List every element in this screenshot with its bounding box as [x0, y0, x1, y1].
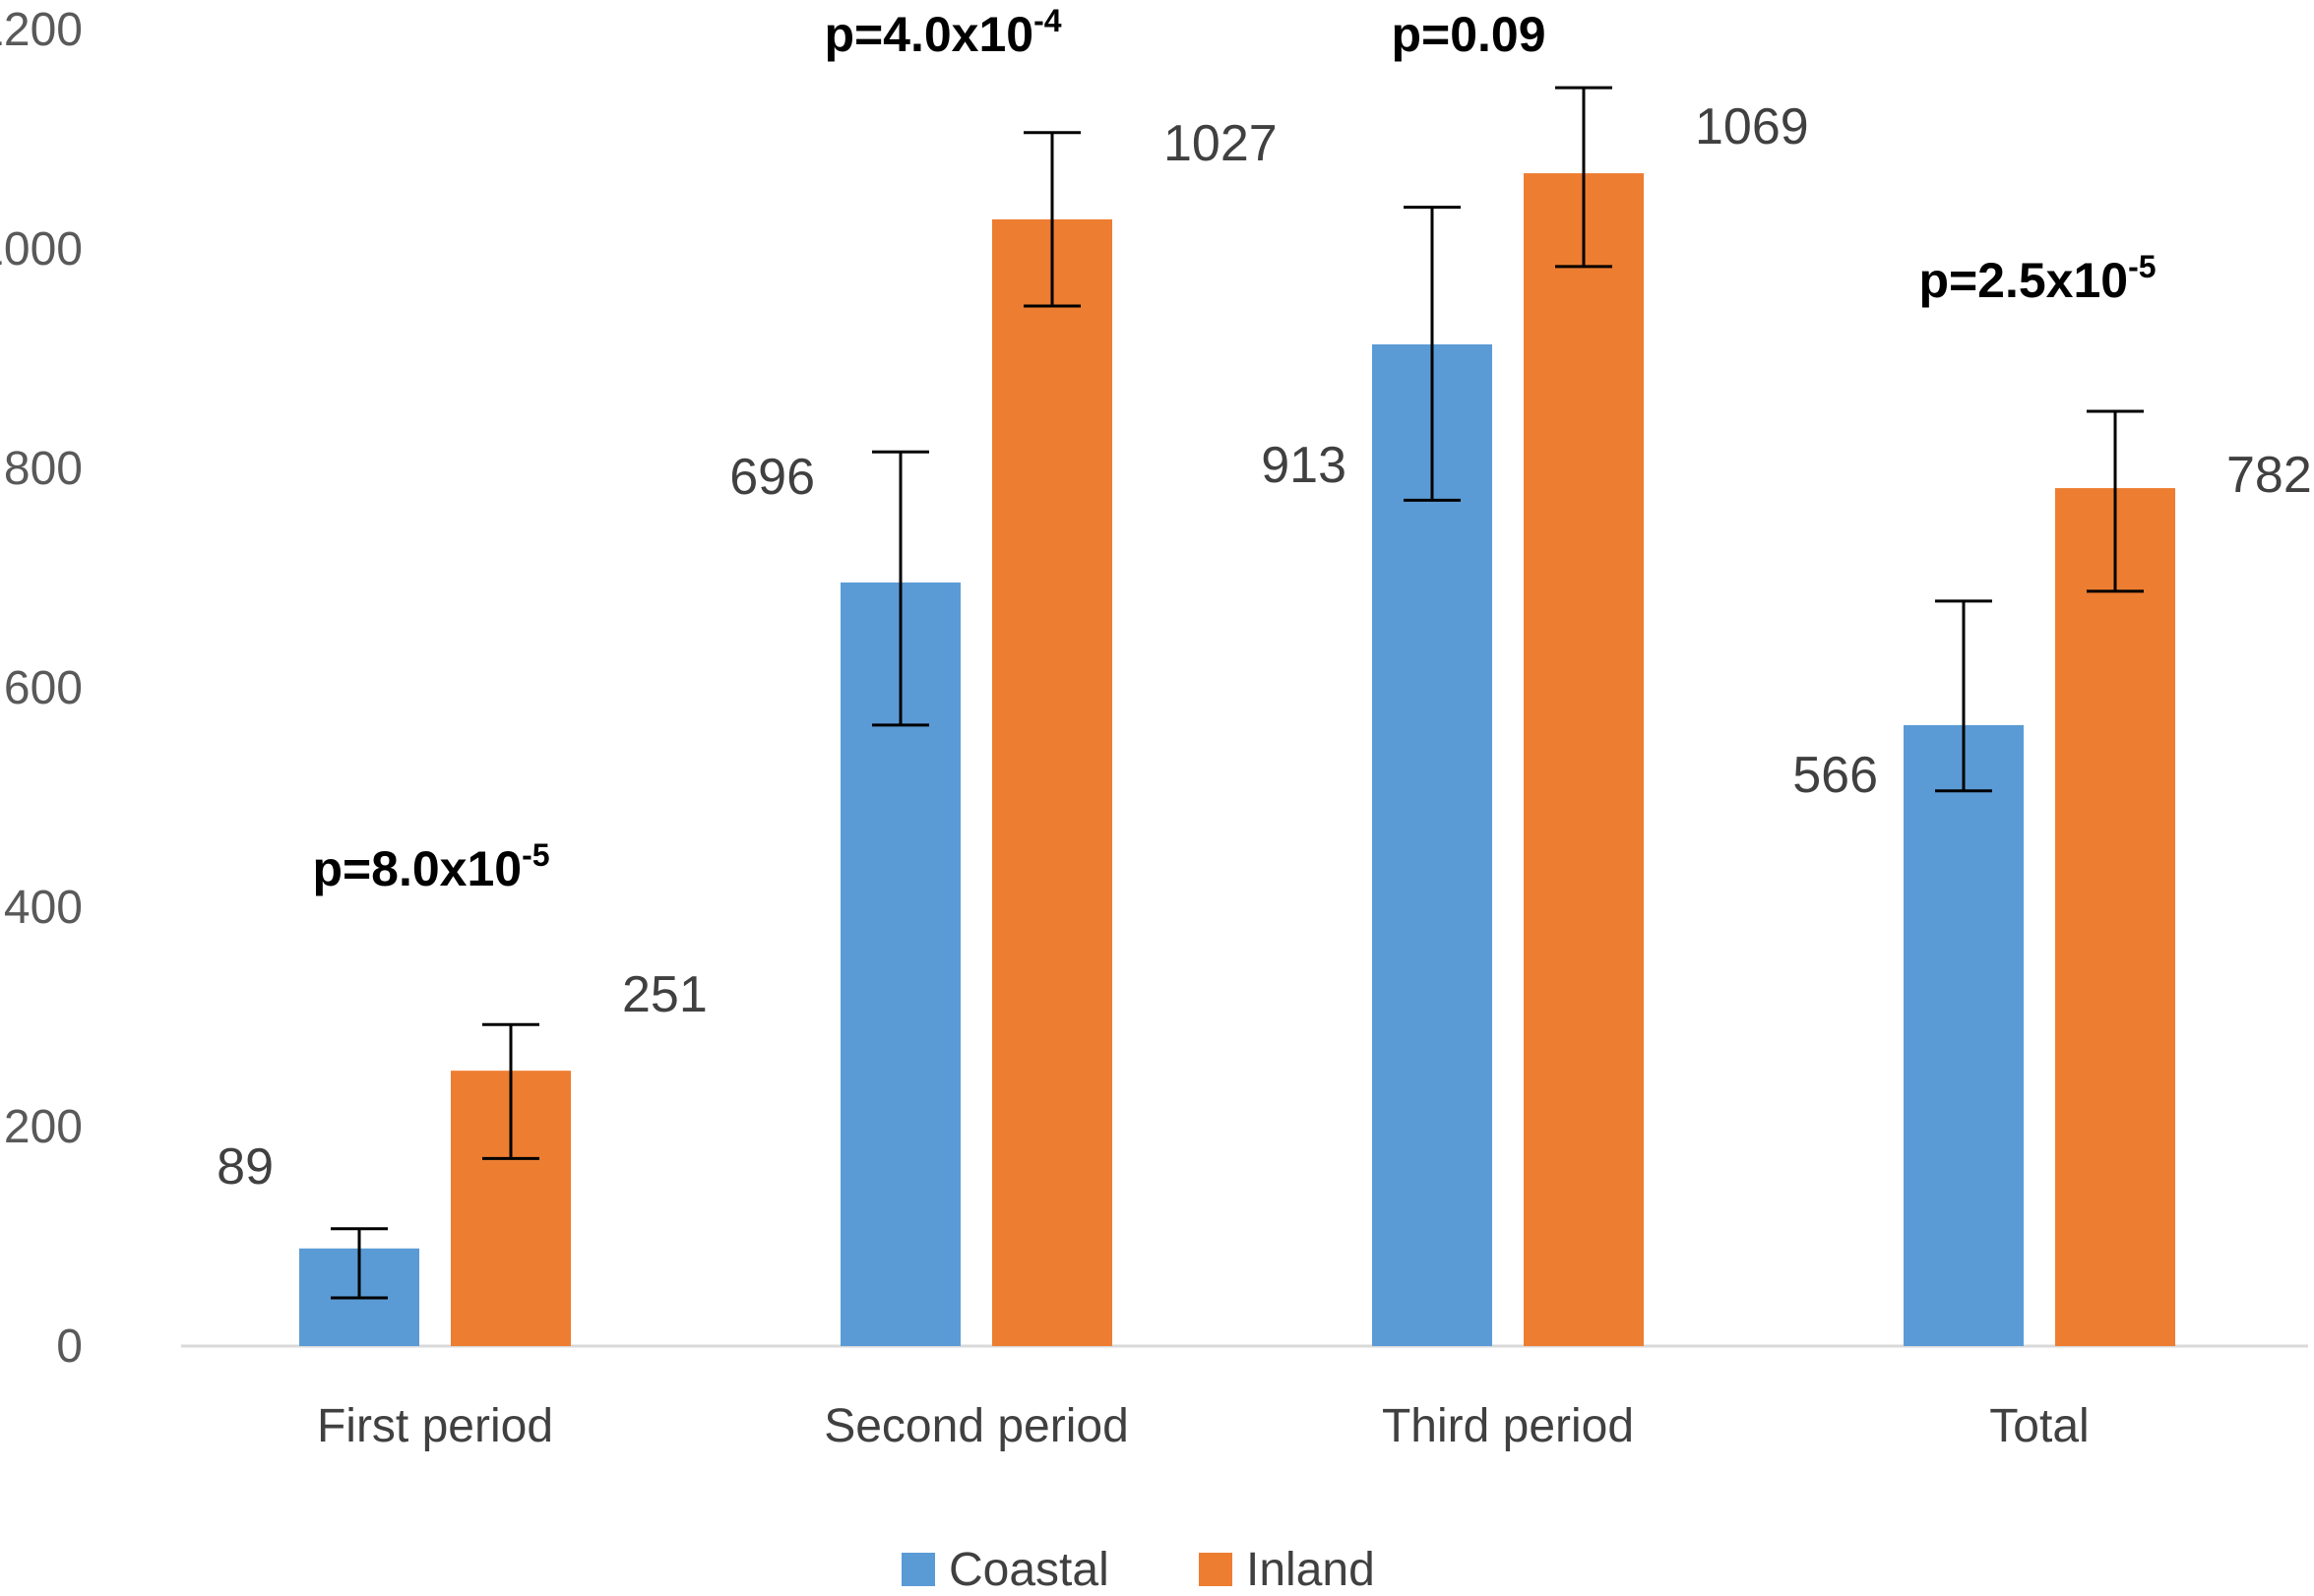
p-value-base: p=4.0x10 — [824, 7, 1033, 62]
bar-inland — [992, 218, 1112, 1346]
legend: Coastal Inland — [902, 1544, 1375, 1596]
data-label-coastal: 566 — [1792, 747, 1878, 804]
bar-inland — [1524, 173, 1644, 1347]
p-value-base: p=8.0x10 — [312, 841, 522, 896]
y-tick-label: 1000 — [0, 223, 83, 276]
y-tick-label: 800 — [4, 443, 83, 495]
data-label-inland: 1069 — [1695, 98, 1809, 155]
bar-coastal — [1372, 344, 1492, 1346]
p-value-base: p=2.5x10 — [1918, 253, 2128, 308]
p-value-labels: p=8.0x10-5p=4.0x10-4 p=0.09p=2.5x10-5 — [312, 3, 2156, 896]
y-axis: 0 200 400 600 800 1000 1200 — [0, 4, 83, 1373]
x-tick-label: Total — [1989, 1400, 2089, 1452]
legend-swatch-inland — [1199, 1553, 1232, 1586]
legend-label-inland: Inland — [1246, 1544, 1375, 1596]
data-label-inland: 251 — [622, 966, 708, 1023]
x-axis: First period Second period Third period Tot… — [181, 1344, 2308, 1452]
y-tick-label: 200 — [4, 1101, 83, 1153]
bar-inland — [2055, 488, 2175, 1346]
p-value-exponent: -5 — [2128, 249, 2156, 284]
p-value-label: p=4.0x10-4 — [824, 3, 1061, 62]
x-tick-label: Second period — [824, 1400, 1129, 1452]
data-labels: 89 696 913 566 251 1027 1069 782 — [217, 98, 2312, 1196]
p-value-label: p=2.5x10-5 — [1918, 249, 2156, 308]
legend-swatch-coastal — [902, 1553, 935, 1586]
y-tick-label: 0 — [56, 1320, 83, 1373]
data-label-coastal: 913 — [1261, 437, 1346, 494]
y-tick-label: 1200 — [0, 4, 83, 56]
y-tick-label: 400 — [4, 882, 83, 934]
x-tick-label: Third period — [1382, 1400, 1634, 1452]
p-value-label: p=0.09 — [1391, 7, 1545, 62]
data-label-inland: 1027 — [1163, 115, 1278, 172]
x-tick-label: First period — [317, 1400, 553, 1452]
p-value-exponent: -4 — [1033, 3, 1062, 38]
data-label-coastal: 89 — [217, 1138, 274, 1196]
p-value-label: p=8.0x10-5 — [312, 837, 549, 896]
bar-coastal — [1904, 724, 2024, 1346]
bars — [299, 173, 2175, 1347]
p-value-exponent: -5 — [522, 837, 549, 873]
data-label-inland: 782 — [2226, 447, 2312, 504]
error-bars — [331, 86, 2144, 1300]
legend-label-coastal: Coastal — [949, 1544, 1109, 1596]
data-label-coastal: 696 — [729, 449, 815, 506]
p-value-base: p=0.09 — [1391, 7, 1545, 62]
y-tick-label: 600 — [4, 662, 83, 714]
